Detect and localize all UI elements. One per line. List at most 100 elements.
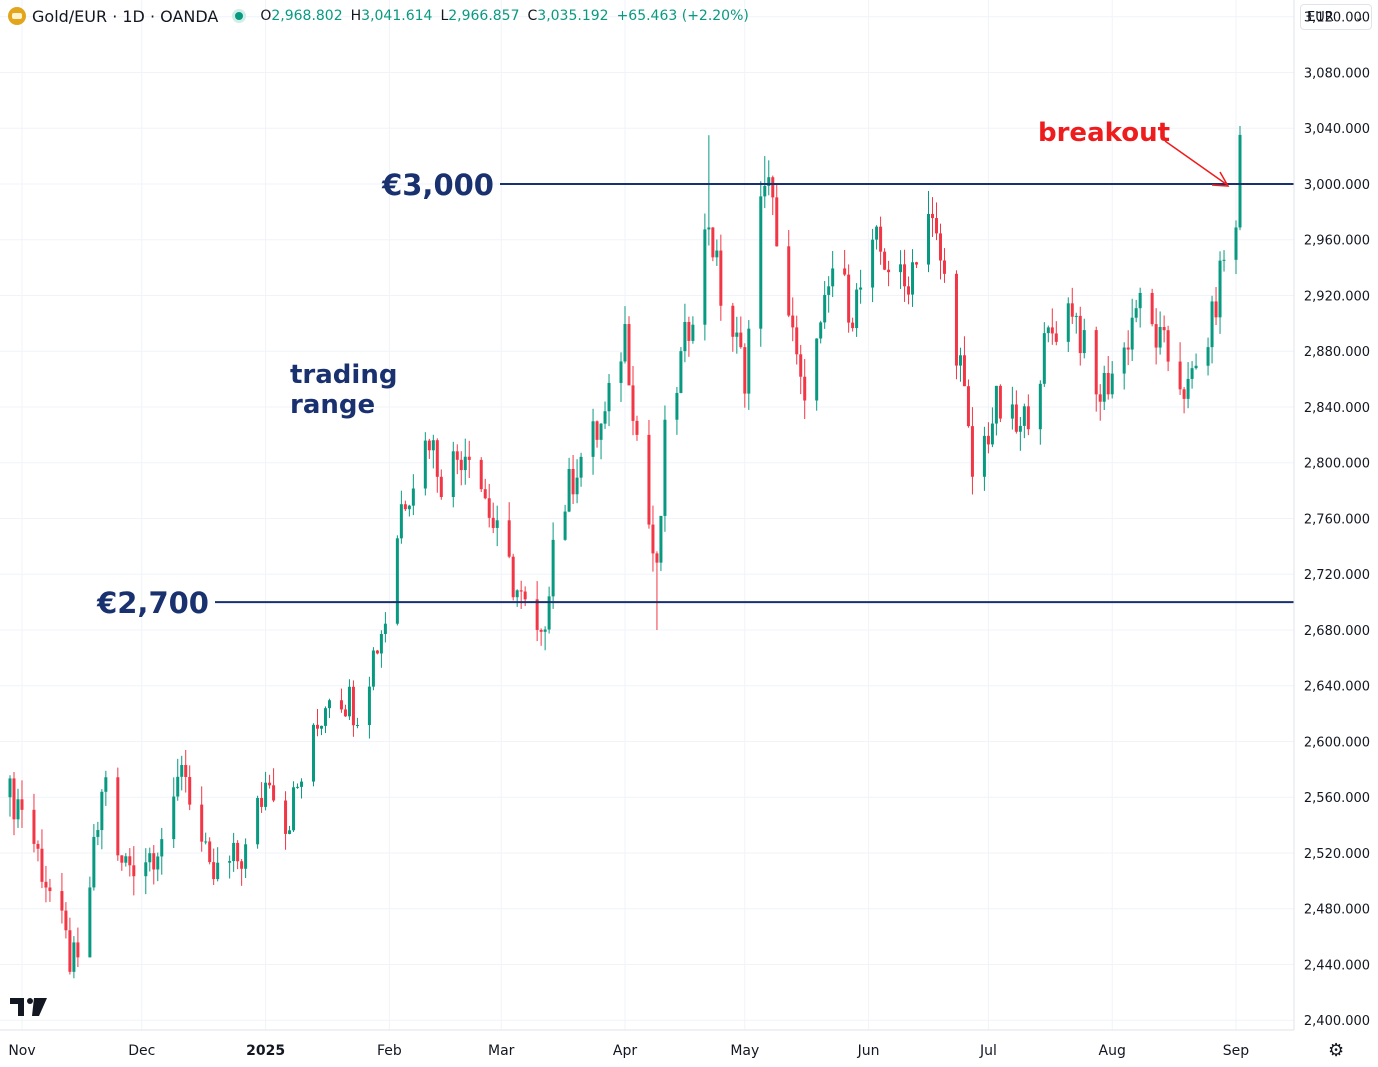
candle-body: [375, 650, 379, 654]
candle-body: [1134, 308, 1138, 318]
y-tick-label: 2,440.000: [1304, 958, 1370, 973]
candle-body: [595, 421, 599, 440]
gear-icon[interactable]: ⚙: [1328, 1040, 1345, 1061]
candle-body: [1102, 372, 1106, 402]
candle-body: [1182, 389, 1186, 399]
candle-body: [1194, 365, 1198, 369]
candle-body: [351, 686, 355, 726]
y-tick-label: 2,880.000: [1304, 345, 1370, 360]
candle-body: [1082, 330, 1086, 354]
candle-body: [635, 420, 639, 435]
candle-body: [691, 324, 695, 341]
candle-body: [911, 262, 915, 295]
candle-body: [927, 213, 931, 265]
candle-body: [1154, 324, 1158, 348]
ohlc-key: H: [350, 8, 362, 24]
currency-select[interactable]: EUR ⌄: [1300, 4, 1372, 30]
candle-body: [1098, 394, 1102, 402]
candle-body: [467, 456, 471, 460]
candle-body: [603, 411, 607, 424]
candle-body: [934, 218, 938, 234]
tradingview-logo[interactable]: [10, 996, 48, 1016]
candle-body: [875, 226, 879, 240]
candle-body: [36, 843, 40, 849]
candle-body: [1130, 317, 1134, 350]
candle-body: [1022, 406, 1026, 426]
candle-body: [747, 328, 751, 394]
candle-body: [459, 459, 463, 471]
y-tick-label: 2,600.000: [1304, 735, 1370, 750]
candle-body: [843, 268, 847, 275]
market-status-icon[interactable]: [232, 9, 247, 23]
candle-body: [176, 776, 180, 797]
candle-body: [735, 332, 739, 337]
candle-body: [1122, 347, 1126, 374]
candle-body: [1078, 315, 1082, 354]
candle-body: [879, 226, 883, 252]
ohlc-item: H3,041.614: [351, 8, 433, 24]
level-label: €2,700: [96, 586, 209, 620]
candle-body: [124, 856, 128, 863]
x-tick-label: Dec: [128, 1043, 155, 1059]
candle-body: [803, 376, 807, 401]
candle-body: [268, 782, 272, 786]
candle-body: [815, 338, 819, 401]
ohlc-value: 2,966.857: [448, 8, 520, 24]
symbol-header: Gold/EUR · 1D · OANDA O2,968.802 H3,041.6…: [8, 5, 749, 27]
candle-body: [244, 844, 248, 869]
candle-body: [771, 177, 775, 198]
candle-body: [859, 287, 863, 290]
y-axis: 3,120.000 3,080.000 3,040.000 3,000.000 2,96…: [0, 0, 1370, 1031]
candle-body: [675, 392, 679, 420]
candle-body: [68, 930, 72, 972]
x-tick-label: 2025: [246, 1043, 285, 1059]
candle-body: [323, 708, 327, 726]
candle-body: [1110, 373, 1114, 395]
candle-body: [743, 347, 747, 394]
candle-body: [1138, 292, 1142, 309]
candle-body: [284, 800, 288, 834]
candle-body: [515, 590, 519, 598]
candle-body: [431, 440, 435, 451]
candle-body: [571, 468, 575, 495]
candle-body: [907, 286, 911, 295]
candle-body: [16, 799, 20, 820]
y-tick-label: 2,640.000: [1304, 680, 1370, 695]
level-lines: €3,000 €2,700: [96, 168, 1294, 620]
candle-body: [152, 853, 156, 870]
candle-body: [260, 797, 264, 807]
candle-body: [954, 273, 958, 366]
candle-body: [367, 686, 371, 726]
candle-body: [76, 942, 80, 958]
candle-body: [232, 842, 236, 862]
candle-body: [463, 456, 467, 471]
candle-body: [1222, 259, 1226, 261]
level-label: €3,000: [381, 168, 494, 202]
candle-body: [659, 515, 663, 563]
candle-body: [212, 862, 216, 880]
candle-body: [104, 777, 108, 792]
candle-body: [495, 520, 499, 528]
candle-body: [715, 250, 719, 258]
candle-body: [208, 841, 212, 863]
candle-body: [1214, 301, 1218, 318]
candle-body: [942, 260, 946, 274]
symbol-title[interactable]: Gold/EUR · 1D · OANDA: [32, 6, 219, 26]
candle-body: [647, 434, 651, 525]
candle-body: [1150, 292, 1154, 325]
candle-body: [72, 942, 76, 972]
candle-body: [775, 197, 779, 247]
candle-body: [966, 386, 970, 427]
candle-body: [831, 268, 835, 287]
candle-body: [312, 724, 316, 782]
candle-body: [256, 797, 260, 845]
x-axis: Nov Dec 2025 Feb Mar Apr May Jun Jul Aug Sep: [8, 1043, 1249, 1059]
candle-body: [64, 910, 68, 931]
candle-body: [655, 553, 659, 563]
y-tick-label: 3,120.000: [1304, 11, 1370, 26]
candle-body: [551, 539, 555, 597]
candle-body: [184, 764, 188, 778]
grid-lines: [0, 0, 1294, 1030]
candle-body: [871, 239, 875, 288]
